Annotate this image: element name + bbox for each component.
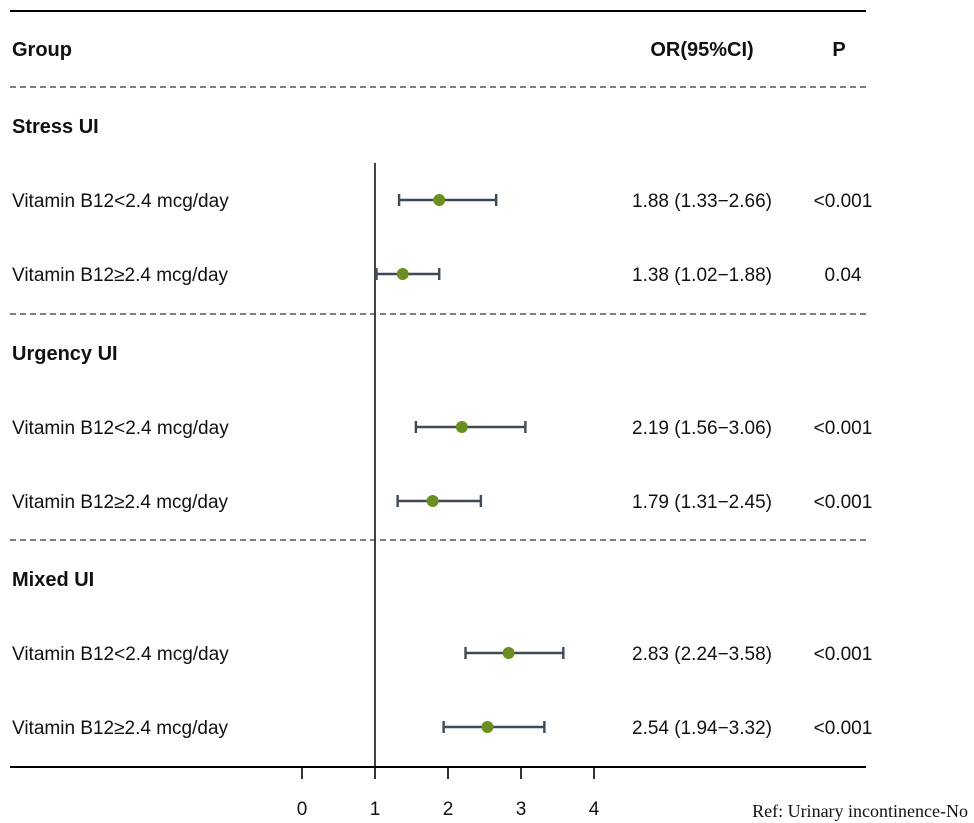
or-point xyxy=(433,194,446,206)
row-label: Vitamin B12<2.4 mcg/day xyxy=(12,644,229,665)
p-value: 0.04 xyxy=(825,265,862,286)
or-point xyxy=(502,647,515,659)
x-tick-label: 2 xyxy=(443,799,454,820)
or-point xyxy=(396,268,409,280)
x-tick-label: 4 xyxy=(589,799,600,820)
or-ci-text: 2.54 (1.94−3.32) xyxy=(632,718,772,739)
x-tick-label: 1 xyxy=(370,799,381,820)
row-label: Vitamin B12≥2.4 mcg/day xyxy=(12,265,229,286)
or-ci-text: 2.19 (1.56−3.06) xyxy=(632,418,772,439)
group-title: Urgency UI xyxy=(12,343,118,365)
p-value: <0.001 xyxy=(814,492,873,513)
forest-rows: Stress UI Vitamin B12<2.4 mcg/day 1.88 (1.… xyxy=(10,116,872,767)
header-group: Group xyxy=(12,39,72,61)
x-tick-label: 0 xyxy=(297,799,308,820)
row-label: Vitamin B12<2.4 mcg/day xyxy=(12,418,229,439)
p-value: <0.001 xyxy=(814,718,873,739)
p-value: <0.001 xyxy=(814,644,873,665)
or-ci-text: 2.83 (2.24−3.58) xyxy=(632,644,772,665)
x-tick-label: 3 xyxy=(516,799,527,820)
or-ci-text: 1.79 (1.31−2.45) xyxy=(632,492,772,513)
header-p: P xyxy=(832,39,845,61)
group-title: Stress UI xyxy=(12,116,99,138)
row-label: Vitamin B12<2.4 mcg/day xyxy=(12,191,229,212)
row-label: Vitamin B12≥2.4 mcg/day xyxy=(12,492,229,513)
or-point xyxy=(481,721,494,733)
p-value: <0.001 xyxy=(814,418,873,439)
header-or: OR(95%CI) xyxy=(650,39,753,61)
or-ci-text: 1.88 (1.33−2.66) xyxy=(632,191,772,212)
x-axis: 0 1 2 3 4 xyxy=(297,766,600,820)
row-label: Vitamin B12≥2.4 mcg/day xyxy=(12,718,229,739)
p-value: <0.001 xyxy=(814,191,873,212)
reference-note: Ref: Urinary incontinence-No xyxy=(752,801,968,821)
or-ci-text: 1.38 (1.02−1.88) xyxy=(632,265,772,286)
or-point xyxy=(455,421,468,433)
group-title: Mixed UI xyxy=(12,569,94,591)
or-point xyxy=(426,495,439,507)
